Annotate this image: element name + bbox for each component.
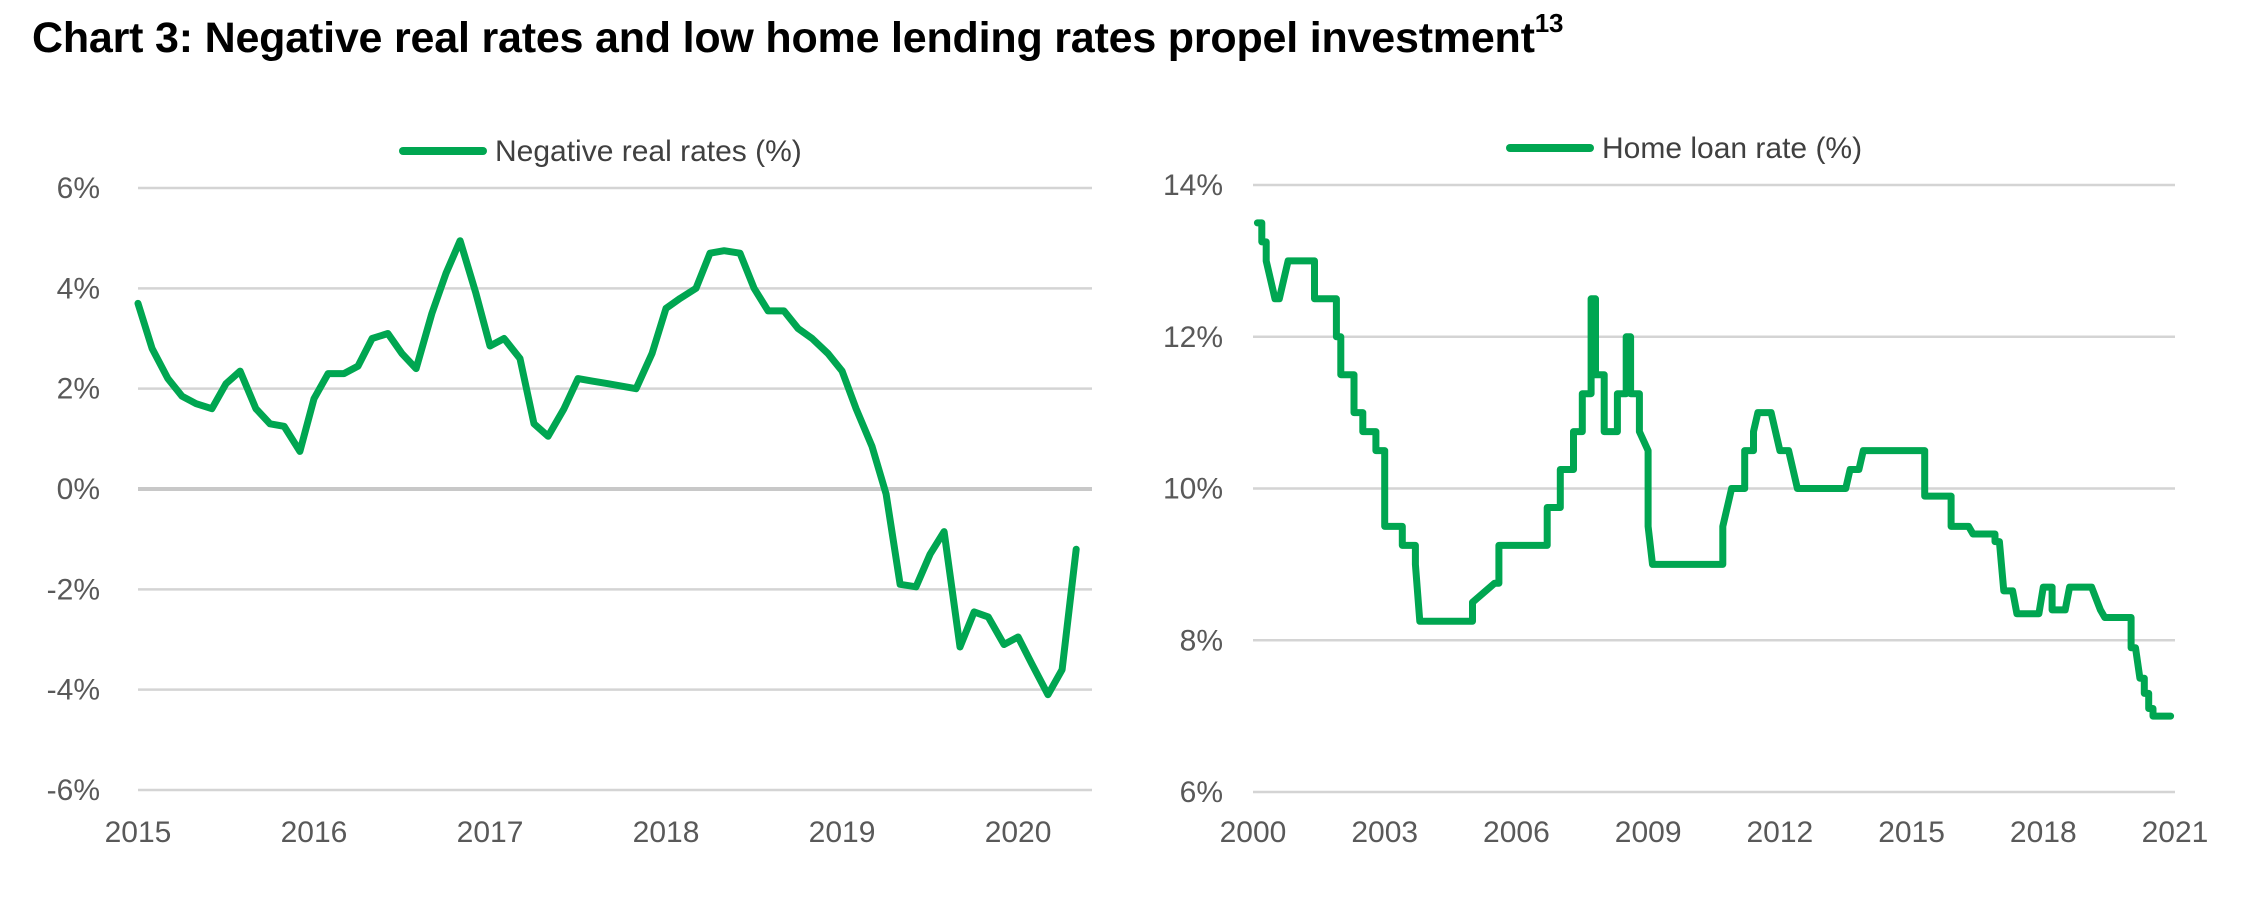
page-title: Chart 3: Negative real rates and low hom… xyxy=(32,8,1563,63)
series-line xyxy=(134,237,1080,699)
x-tick-label: 2009 xyxy=(1615,816,1682,849)
y-tick-label: 14% xyxy=(1163,169,1223,202)
x-tick-label: 2021 xyxy=(2142,816,2209,849)
series-line xyxy=(1253,219,2175,720)
x-tick-label: 2018 xyxy=(633,816,700,849)
y-tick-label: -4% xyxy=(47,674,100,707)
title-text: Chart 3: Negative real rates and low hom… xyxy=(32,14,1535,62)
y-tick-label: -2% xyxy=(47,573,100,606)
x-tick-label: 2006 xyxy=(1483,816,1550,849)
y-tick-label: -6% xyxy=(47,774,100,807)
title-footnote: 13 xyxy=(1534,8,1564,38)
x-tick-label: 2012 xyxy=(1746,816,1813,849)
y-tick-label: 2% xyxy=(57,373,100,406)
legend: Home loan rate (%) xyxy=(1506,132,1862,165)
chart-negative-real-rates: 6% 4% 2% 0% -2% -4% -6%2015 2016 2017 2018 2019 202… xyxy=(47,135,1092,849)
y-tick-label: 4% xyxy=(57,272,100,305)
y-tick-label: 6% xyxy=(57,172,100,205)
y-tick-label: 10% xyxy=(1163,473,1223,506)
x-tick-label: 2015 xyxy=(105,816,172,849)
x-tick-label: 2000 xyxy=(1220,816,1287,849)
x-tick-label: 2018 xyxy=(2010,816,2077,849)
y-tick-label: 0% xyxy=(57,473,100,506)
y-tick-label: 8% xyxy=(1180,624,1223,657)
x-tick-label: 2015 xyxy=(1878,816,1945,849)
legend: Negative real rates (%) xyxy=(399,135,802,168)
y-tick-label: 12% xyxy=(1163,321,1223,354)
x-tick-label: 2020 xyxy=(985,816,1052,849)
x-tick-label: 2019 xyxy=(809,816,876,849)
legend-label: Home loan rate (%) xyxy=(1602,132,1862,165)
x-tick-label: 2016 xyxy=(281,816,348,849)
y-tick-label: 6% xyxy=(1180,776,1223,809)
legend-label: Negative real rates (%) xyxy=(495,135,802,168)
x-tick-label: 2017 xyxy=(457,816,524,849)
x-tick-label: 2003 xyxy=(1351,816,1418,849)
